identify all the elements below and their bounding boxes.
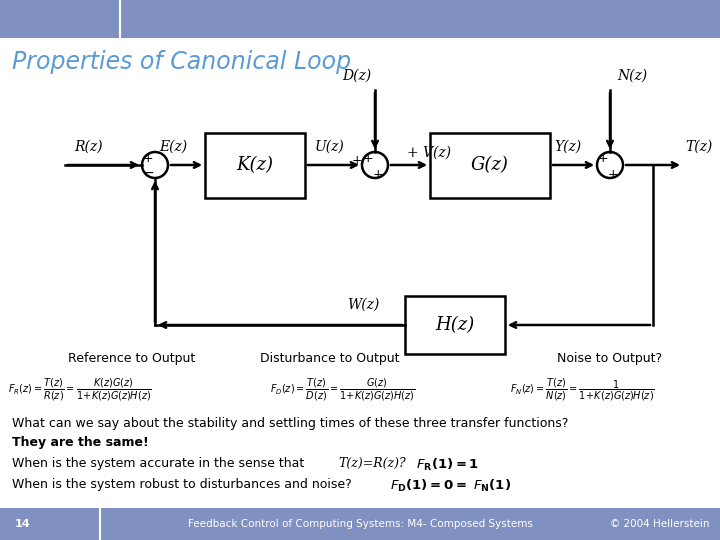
Text: 14: 14 (15, 519, 31, 529)
Text: Properties of Canonical Loop: Properties of Canonical Loop (12, 50, 351, 74)
Text: +: + (143, 152, 153, 165)
Text: $\mathit{F_N}(z)=\dfrac{T(z)}{N(z)}=\dfrac{1}{1\!+\!K(z)G(z)H(z)}$: $\mathit{F_N}(z)=\dfrac{T(z)}{N(z)}=\dfr… (510, 377, 655, 403)
Text: $\mathbf{\mathit{F}_R(1)=1}$: $\mathbf{\mathit{F}_R(1)=1}$ (416, 457, 479, 473)
Text: They are the same!: They are the same! (12, 436, 149, 449)
Bar (430, 132, 550, 198)
Bar (0, 0, 720, 38)
Text: $\mathit{F_D}(z)=\dfrac{T(z)}{D(z)}=\dfrac{G(z)}{1\!+\!K(z)G(z)H(z)}$: $\mathit{F_D}(z)=\dfrac{T(z)}{D(z)}=\dfr… (270, 377, 415, 403)
Text: +: + (598, 152, 608, 165)
Text: When is the system robust to disturbances and noise?: When is the system robust to disturbance… (12, 478, 352, 491)
Text: T(z): T(z) (685, 140, 712, 154)
Text: −: − (142, 166, 154, 180)
Text: +: + (351, 153, 362, 166)
Text: Feedback Control of Computing Systems: M4- Composed Systems: Feedback Control of Computing Systems: M… (188, 519, 532, 529)
Text: G(z): G(z) (471, 156, 509, 174)
Text: +: + (363, 152, 373, 165)
Text: + V(z): + V(z) (407, 146, 451, 160)
Text: When is the system accurate in the sense that: When is the system accurate in the sense… (12, 457, 308, 470)
Text: +: + (373, 167, 383, 180)
Bar (405, 296, 505, 354)
Text: T(z)=R(z)?: T(z)=R(z)? (338, 457, 406, 470)
Text: Disturbance to Output: Disturbance to Output (260, 352, 400, 365)
Text: Noise to Output?: Noise to Output? (557, 352, 662, 365)
Text: $\mathit{F_R}(z)=\dfrac{T(z)}{R(z)}=\dfrac{K(z)G(z)}{1\!+\!K(z)G(z)H(z)}$: $\mathit{F_R}(z)=\dfrac{T(z)}{R(z)}=\dfr… (8, 377, 152, 403)
Text: U(z): U(z) (315, 140, 345, 154)
Text: Reference to Output: Reference to Output (68, 352, 195, 365)
Text: R(z): R(z) (73, 140, 102, 154)
Text: H(z): H(z) (436, 316, 474, 334)
Text: What can we say about the stability and settling times of these three transfer f: What can we say about the stability and … (12, 417, 568, 430)
Text: +: + (608, 167, 618, 180)
Text: D(z): D(z) (343, 69, 372, 83)
Text: © 2004 Hellerstein: © 2004 Hellerstein (611, 519, 710, 529)
Text: N(z): N(z) (617, 69, 647, 83)
Text: W(z): W(z) (347, 298, 379, 312)
Text: Y(z): Y(z) (554, 140, 582, 154)
Text: E(z): E(z) (159, 140, 187, 154)
Text: $\mathbf{\mathit{F}_D(1)=0=\ \mathit{F}_N(1)}$: $\mathbf{\mathit{F}_D(1)=0=\ \mathit{F}_… (390, 478, 511, 494)
Bar (0, 508, 720, 540)
Text: K(z): K(z) (236, 156, 274, 174)
Bar (205, 132, 305, 198)
